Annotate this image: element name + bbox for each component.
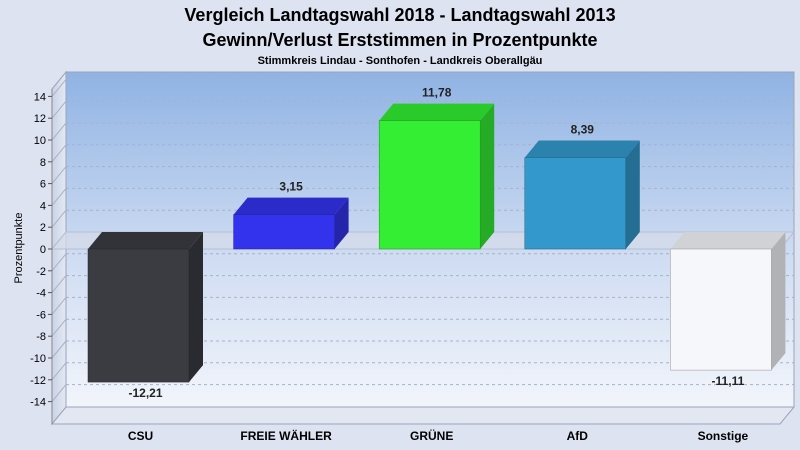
bar-front	[670, 248, 772, 371]
grid-line-wall	[51, 188, 67, 206]
grid-line-wall	[51, 275, 67, 293]
bar-front	[233, 214, 335, 250]
y-tick-label: 14	[34, 91, 46, 103]
y-tick-label: 6	[40, 179, 46, 191]
y-tick-label: -8	[36, 331, 46, 343]
y-axis-label: Prozentpunkte	[13, 213, 25, 284]
plot-floor	[50, 406, 796, 425]
grid-line-wall	[51, 122, 67, 141]
bars	[87, 103, 786, 383]
bar-front	[87, 248, 190, 383]
data-label: -12,21	[128, 386, 162, 400]
x-tick-label: FREIE WÄHLER	[240, 428, 332, 443]
grid-line-wall	[51, 100, 67, 119]
grid-line-wall	[51, 166, 67, 184]
x-tick-label: AfD	[567, 429, 589, 443]
y-tick-label: -10	[30, 353, 46, 365]
bar-front	[524, 157, 627, 250]
bar-grüne	[378, 103, 495, 250]
data-label: -11,11	[712, 374, 745, 388]
y-tick-label: -14	[30, 397, 46, 409]
y-tick-label: -4	[36, 288, 46, 300]
labels: -12,21 CSU 3,15 FREIE WÄHLER 11,78 GRÜNE 8,39 A…	[128, 86, 749, 443]
x-tick-label: CSU	[128, 429, 153, 443]
bar-top	[88, 232, 203, 249]
x-tick-label: GRÜNE	[410, 428, 453, 443]
grid-line-wall	[51, 340, 67, 359]
chart-title: Vergleich Landtagswahl 2018 - Landtagswa…	[184, 5, 615, 25]
y-tick-label: 4	[40, 200, 46, 212]
grid-line-wall	[51, 318, 67, 337]
bar-side	[189, 232, 203, 383]
y-tick-label: 2	[40, 222, 46, 234]
grid-line-wall	[51, 253, 67, 272]
y-tick-label: 0	[40, 244, 46, 256]
y-tick-label: 12	[34, 113, 46, 125]
y-tick-label: -12	[30, 375, 46, 387]
grid-line-wall	[51, 144, 67, 163]
grid-line-wall	[51, 79, 67, 97]
bar-top	[524, 140, 640, 158]
x-tick-label: Sonstige	[698, 429, 749, 443]
bar-freie-wähler	[233, 197, 349, 250]
data-label: 8,39	[571, 123, 595, 137]
grid-line-wall	[51, 362, 67, 381]
grid-line-wall	[51, 209, 67, 228]
data-label: 11,78	[422, 86, 452, 100]
grid-line-wall	[51, 384, 67, 402]
y-tick-label: -6	[36, 309, 46, 321]
y-tick-label: 8	[40, 157, 46, 169]
chart-subsubtitle: Stimmkreis Lindau - Sonthofen - Landkrei…	[258, 55, 543, 67]
bar-top	[233, 197, 349, 215]
data-label: 3,15	[279, 180, 303, 194]
y-tick-label: -2	[36, 266, 46, 278]
bar-side	[625, 140, 640, 249]
bar-top	[379, 103, 495, 121]
bar-side	[480, 103, 495, 250]
bar-side	[334, 197, 349, 249]
bar-afd	[524, 140, 640, 250]
bar-side	[771, 232, 786, 371]
bar-sonstige	[670, 232, 786, 371]
y-tick-label: 10	[34, 135, 46, 147]
grid-line-wall	[51, 297, 67, 315]
y-axis: 14 12 10 8 6 4 2 0 -2 -4 -6 -8 -10 -12 -14	[30, 89, 53, 424]
bar-csu	[87, 232, 203, 383]
bar-top	[670, 232, 786, 249]
bar-front	[378, 120, 481, 250]
chart-subtitle: Gewinn/Verlust Erststimmen in Prozentpun…	[202, 30, 597, 50]
